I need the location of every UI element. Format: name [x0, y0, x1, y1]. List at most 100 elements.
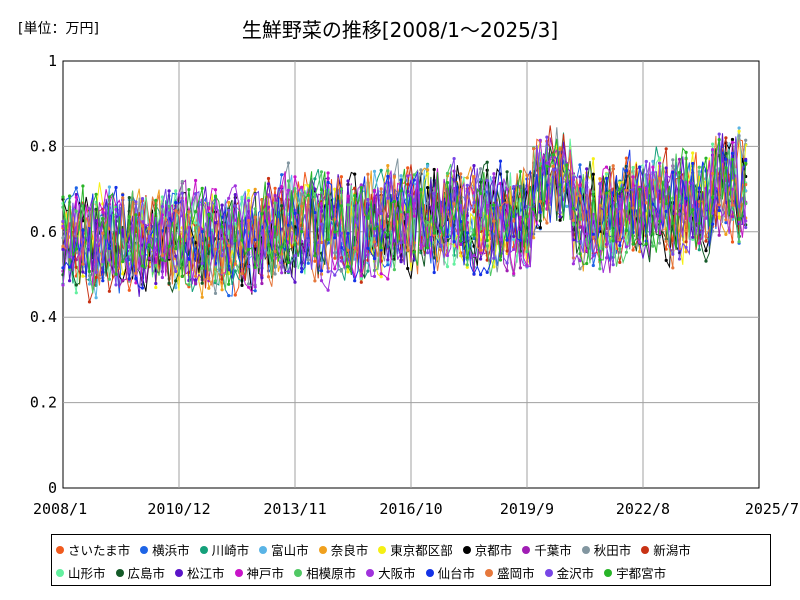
- series-point: [273, 193, 277, 198]
- series-point: [333, 187, 337, 191]
- legend-label: さいたま市: [68, 543, 131, 558]
- series-point: [339, 204, 343, 208]
- series-point: [61, 244, 65, 248]
- legend-item: 秋田市: [581, 540, 631, 559]
- series-point: [260, 212, 264, 216]
- series-point: [412, 250, 416, 254]
- series-point: [207, 286, 211, 290]
- series-point: [532, 207, 536, 211]
- series-point: [333, 267, 337, 271]
- series-point: [339, 187, 343, 191]
- series-point: [485, 270, 489, 274]
- series-point: [260, 198, 264, 202]
- series-point: [618, 206, 622, 210]
- series-point: [227, 244, 231, 248]
- series-point: [485, 238, 489, 243]
- series-point: [61, 219, 65, 223]
- series-point: [479, 248, 483, 252]
- series-point: [525, 214, 529, 219]
- series-point: [346, 265, 350, 269]
- legend-item: 富山市: [259, 540, 309, 559]
- series-point: [465, 176, 469, 180]
- legend-swatch: [641, 545, 650, 554]
- series-point: [313, 211, 317, 215]
- series-point: [207, 212, 211, 217]
- series-point: [379, 246, 383, 250]
- series-point: [492, 256, 496, 260]
- series-point: [74, 283, 78, 287]
- series-point: [386, 277, 390, 281]
- legend-item: 京都市: [462, 540, 513, 559]
- series-point: [711, 171, 715, 176]
- legend-swatch: [581, 545, 590, 554]
- series-point: [220, 277, 224, 281]
- series-point: [664, 166, 668, 170]
- series-point: [512, 185, 516, 189]
- series-point: [724, 157, 728, 161]
- series-point: [333, 230, 337, 234]
- series-point: [339, 259, 343, 263]
- series-point: [333, 217, 337, 221]
- series-point: [81, 228, 85, 232]
- series-point: [326, 171, 330, 175]
- series-point: [359, 280, 363, 284]
- series-point: [253, 207, 257, 211]
- series-point: [571, 262, 576, 266]
- series-point: [386, 164, 390, 168]
- x-tick-label: 2016/10: [379, 500, 442, 518]
- series-point: [313, 187, 317, 191]
- series-point: [730, 137, 735, 142]
- series-point: [571, 218, 576, 222]
- series-point: [61, 283, 65, 287]
- series-point: [452, 202, 456, 206]
- x-tick-label: 2019/9: [500, 500, 554, 518]
- series-point: [293, 243, 297, 247]
- legend-label: 相模原市: [306, 566, 357, 581]
- series-point: [247, 219, 251, 223]
- legend-item: 川崎市: [199, 540, 249, 559]
- series-point: [697, 186, 701, 190]
- series-point: [724, 136, 728, 140]
- series-point: [744, 138, 748, 142]
- legend-label: 山形市: [68, 566, 106, 581]
- series-point: [326, 237, 330, 242]
- series-point: [737, 134, 741, 138]
- line-chart: 0 0.2 0.4 0.6 0.8 1 2008/1 2010/12 2013/11 2016/…: [30, 52, 799, 518]
- series-point: [498, 258, 503, 262]
- series-point: [419, 168, 423, 172]
- series-point: [200, 186, 204, 190]
- series-point: [306, 193, 310, 197]
- series-point: [658, 219, 662, 223]
- series-point: [578, 217, 582, 221]
- series-point: [386, 174, 390, 178]
- series-point: [213, 221, 218, 225]
- series-point: [339, 269, 343, 273]
- series-point: [578, 175, 582, 179]
- series-point: [194, 221, 198, 225]
- series-point: [273, 249, 277, 254]
- series-point: [180, 179, 184, 184]
- series-point: [412, 173, 416, 177]
- series-point: [459, 242, 463, 247]
- legend-label: 千葉市: [534, 543, 572, 558]
- series-point: [154, 285, 158, 290]
- series-point: [591, 263, 595, 268]
- legend-swatch: [462, 545, 471, 554]
- series-point: [591, 212, 595, 216]
- legend-swatch: [604, 568, 613, 577]
- legend-label: 京都市: [474, 543, 513, 558]
- series-point: [505, 261, 509, 265]
- series-point: [247, 189, 251, 193]
- series-point: [167, 189, 171, 193]
- series-point: [618, 247, 622, 251]
- series-point: [631, 248, 635, 252]
- series-point: [293, 211, 297, 215]
- series-point: [140, 220, 145, 224]
- series-point: [406, 174, 410, 178]
- series-point: [618, 260, 622, 264]
- series-point: [459, 239, 463, 243]
- series-point: [717, 216, 721, 220]
- series-point: [419, 187, 423, 192]
- series-point: [604, 256, 609, 260]
- series-point: [372, 227, 377, 231]
